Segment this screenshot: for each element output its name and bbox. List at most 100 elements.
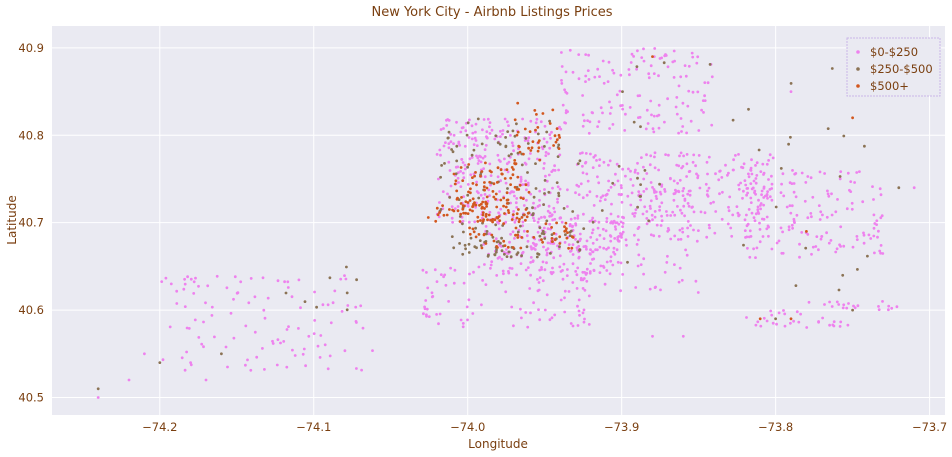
point [465, 305, 469, 309]
point [790, 204, 794, 208]
point [827, 241, 831, 245]
point [696, 176, 700, 180]
point [842, 134, 846, 138]
point [452, 246, 456, 250]
point [879, 216, 883, 220]
point [688, 169, 692, 173]
point [558, 245, 561, 249]
point [759, 204, 762, 207]
point [855, 238, 859, 242]
point [473, 220, 477, 224]
point [603, 198, 607, 202]
point [523, 161, 527, 165]
point [814, 245, 818, 248]
point [521, 183, 524, 187]
point [614, 172, 617, 176]
point [875, 223, 878, 227]
point [470, 156, 474, 159]
point [552, 206, 556, 210]
point [483, 188, 486, 192]
point [287, 325, 290, 328]
point [754, 323, 758, 327]
point [564, 90, 568, 94]
y-tick-label: 40.7 [18, 216, 44, 230]
point [648, 163, 652, 167]
point [192, 292, 196, 295]
point [851, 116, 854, 120]
point [659, 288, 662, 292]
point [624, 238, 628, 242]
point [601, 194, 605, 198]
point [488, 162, 492, 166]
point [705, 193, 709, 197]
point [647, 72, 651, 76]
point [746, 187, 750, 190]
point [499, 244, 502, 248]
point [437, 322, 440, 326]
point [438, 211, 441, 214]
point [872, 213, 876, 217]
point [512, 210, 515, 213]
point [577, 309, 581, 313]
series-2 [426, 55, 854, 321]
point [592, 155, 596, 159]
point [534, 121, 538, 125]
point [651, 127, 655, 131]
point [175, 289, 179, 293]
point [481, 213, 485, 217]
point [225, 286, 229, 290]
point [574, 237, 577, 241]
legend-label-0: $0-$250 [870, 45, 918, 59]
point [792, 219, 796, 223]
point [519, 180, 523, 183]
point [548, 318, 552, 322]
point [566, 268, 569, 271]
point [514, 201, 518, 205]
x-tick-label: −74.2 [142, 420, 177, 434]
point [537, 146, 541, 150]
point [439, 153, 442, 157]
point [610, 202, 613, 206]
point [565, 274, 569, 277]
point [516, 101, 520, 105]
point [589, 262, 592, 265]
point [609, 212, 613, 216]
point [762, 173, 765, 176]
point [232, 297, 235, 301]
x-tick-label: −73.7 [912, 420, 947, 434]
point [619, 289, 622, 293]
point [285, 365, 289, 369]
point [537, 308, 540, 311]
point [505, 248, 508, 251]
point [828, 323, 831, 327]
point [660, 183, 664, 187]
point [460, 196, 463, 199]
point [532, 247, 536, 250]
point [537, 253, 541, 256]
point [494, 237, 498, 241]
point [645, 172, 649, 175]
point [307, 334, 311, 338]
point [665, 210, 668, 213]
point [877, 308, 881, 311]
point [525, 188, 528, 192]
point [506, 130, 510, 134]
point [626, 194, 630, 198]
point [788, 204, 792, 208]
point [301, 352, 305, 356]
point [681, 194, 685, 198]
point [869, 237, 873, 240]
point [505, 255, 509, 258]
point [529, 152, 532, 155]
point [439, 175, 442, 179]
point [645, 210, 649, 213]
point [737, 153, 740, 156]
x-tick-label: −73.8 [758, 420, 793, 434]
point [477, 159, 481, 163]
point [471, 227, 475, 231]
point [732, 168, 735, 172]
point [488, 132, 492, 135]
point [504, 205, 508, 209]
point [849, 180, 853, 184]
point [526, 139, 530, 143]
